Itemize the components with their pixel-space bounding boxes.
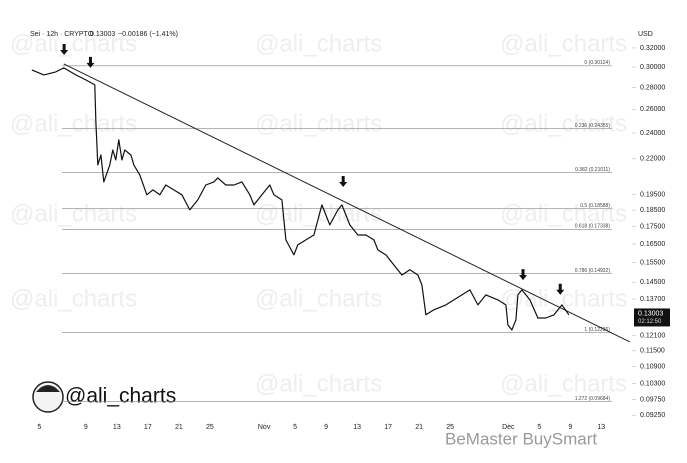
watermark: @ali_charts [10,30,137,57]
price-line [31,67,570,331]
x-tick-label: 5 [37,424,41,431]
watermark: @ali_charts [500,370,627,397]
axis-label: USD [638,31,653,38]
x-tick-label: 13 [597,424,605,431]
x-tick-label: 9 [324,424,328,431]
y-tick-label: 0.11500 [640,348,665,355]
fib-label: 1.272 (0.09684) [575,396,611,402]
fib-label: 0 (0.30124) [584,60,610,66]
watermark: @ali_charts [500,285,627,312]
y-tick-label: 0.30000 [640,64,665,71]
y-tick-label: 0.14500 [640,279,665,286]
watermark: @ali_charts [255,370,382,397]
y-tick-label: 0.10900 [640,364,665,371]
fib-label: 0.236 (0.24355) [575,123,611,129]
y-tick-label: 0.15500 [640,259,665,266]
countdown: 02:12:50 [638,319,662,325]
x-tick-label: 5 [537,424,541,431]
price-tag [634,308,670,327]
x-tick-label: Nov [258,424,271,431]
x-tick-label: 25 [446,424,454,431]
chart-title: Sei · 12h · CRYPTO [30,31,94,38]
fib-label: 0.786 (0.14922) [575,268,611,274]
arrow-marker [556,283,565,295]
y-tick-label: 0.09250 [640,412,665,419]
fib-label: 0.382 (0.21011) [575,167,610,173]
last-price: 0.13003 [90,31,115,38]
y-tick-label: 0.17500 [640,223,665,230]
fib-label: 1 (0.12236) [584,327,610,333]
arrow-marker [519,269,528,281]
arrow-marker [86,56,95,68]
watermark: @ali_charts [10,285,137,312]
watermark: @ali_charts [500,30,627,57]
watermark: @ali_charts [500,110,627,137]
watermark: @ali_charts [10,110,137,137]
y-tick-label: 0.13700 [640,296,665,303]
watermark: @ali_charts [500,200,627,227]
watermark: @ali_charts [255,285,382,312]
price-change: −0.00186 (−1.41%) [118,31,178,38]
y-tick-label: 0.26000 [640,106,665,113]
x-tick-label: 17 [384,424,392,431]
arrow-marker [339,176,348,188]
price-tag-label: 0.13003 [638,310,663,317]
y-tick-label: 0.16500 [640,241,665,248]
watermark: @ali_charts [10,200,137,227]
x-tick-label: 13 [353,424,361,431]
watermark: @ali_charts [255,30,382,57]
fib-label: 0.5 (0.18588) [580,203,610,209]
x-tick-label: 13 [113,424,121,431]
y-tick-label: 0.09750 [640,397,665,404]
y-tick-label: 0.12100 [640,333,665,340]
y-tick-label: 0.22000 [640,156,665,163]
y-tick-label: 0.24000 [640,130,665,137]
x-tick-label: 25 [206,424,214,431]
trendline [63,63,631,343]
x-tick-label: 17 [144,424,152,431]
x-tick-label: 21 [415,424,423,431]
x-tick-label: 5 [293,424,297,431]
x-tick-label: 21 [175,424,183,431]
watermark: @ali_charts [255,110,382,137]
y-tick-label: 0.10300 [640,380,665,387]
y-tick-label: 0.19500 [640,191,665,198]
x-tick-label: 9 [84,424,88,431]
logo: @ali_charts [32,381,176,413]
footer: BeMaster BuySmart [445,429,597,448]
y-tick-label: 0.28000 [640,84,665,91]
fib-label: 0.618 (0.17338) [575,224,611,230]
watermark: @ali_charts [255,200,382,227]
arrow-marker [60,43,69,55]
x-tick-label: Dec [502,424,515,431]
logo-text: @ali_charts [65,385,176,408]
logo-hair [36,385,60,392]
y-tick-label: 0.18500 [640,207,665,214]
x-tick-label: 9 [568,424,572,431]
y-tick-label: 0.32000 [640,45,665,52]
